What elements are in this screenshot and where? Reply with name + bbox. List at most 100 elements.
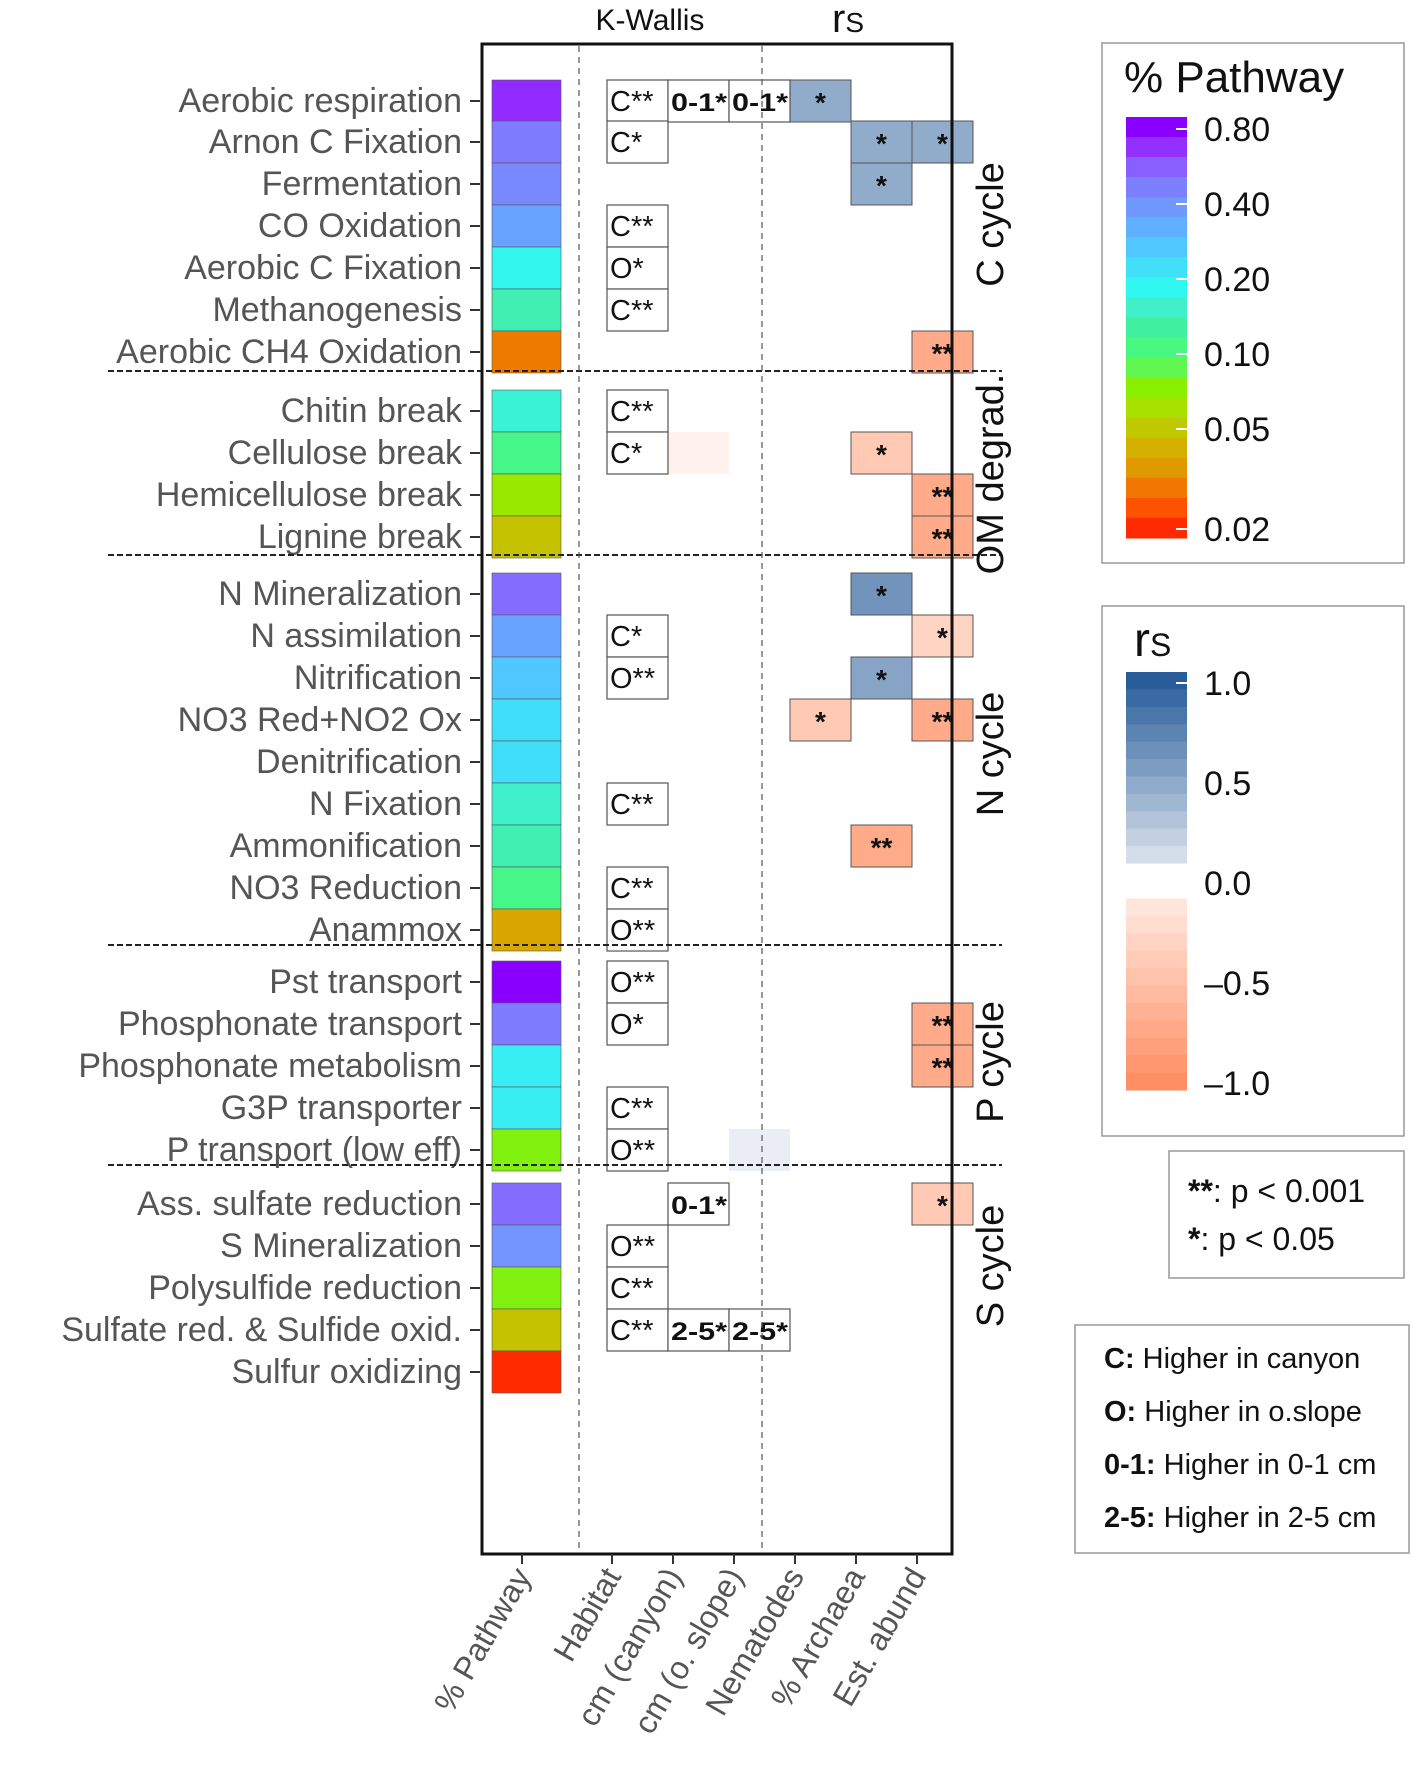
code-entry: 0-1: Higher in 0-1 cm (1104, 1449, 1376, 1481)
group-label: N cycle (970, 692, 1012, 817)
legend-swatch (1126, 950, 1187, 969)
kwallis-label: O** (610, 663, 655, 695)
row-label: Arnon C Fixation (209, 123, 462, 161)
rs-cell (911, 1182, 974, 1226)
rs-cell (911, 1002, 974, 1046)
pathway-cell (491, 1350, 562, 1394)
heatmap-cells: ** ************* *********C** 0-1* 0-1*C*C**… (491, 79, 974, 1394)
code-entry: O: Higher in o.slope (1104, 1396, 1362, 1428)
legend-swatch (1126, 477, 1187, 499)
legend-swatch (1126, 968, 1187, 986)
kwallis-label: 0-1* (671, 89, 727, 117)
rs-header: rS (832, 0, 864, 41)
pathway-cell (491, 1002, 562, 1046)
pathway-cell (491, 1266, 562, 1310)
pathway-cell (491, 740, 562, 784)
row-label: P transport (low eff) (167, 1131, 462, 1169)
row-label: Chitin break (281, 392, 463, 430)
legend-swatch (1126, 277, 1187, 298)
kwallis-label: C** (610, 396, 654, 428)
legend-swatch (1126, 933, 1187, 952)
legend-swatch (1126, 177, 1187, 198)
rs-cell (911, 698, 974, 742)
rs-cell (789, 698, 852, 742)
kwallis-cell (606, 246, 669, 290)
kwallis-cell (606, 120, 669, 164)
kwallis-label: C** (610, 1093, 654, 1125)
rs-cell (850, 824, 913, 868)
group-label: OM degrad. (970, 374, 1012, 575)
group-label: S cycle (970, 1205, 1012, 1327)
legend-tick-label: 0.40 (1204, 186, 1270, 224)
kwallis-cell (728, 1308, 791, 1352)
code-key: C: (1104, 1343, 1135, 1375)
rs-cell (850, 572, 913, 616)
kwallis-label: 2-5* (671, 1318, 727, 1346)
rs-significance: * (876, 128, 887, 159)
legend-swatch (1126, 706, 1187, 725)
legend-swatch (1126, 724, 1187, 743)
pathway-cell (491, 330, 562, 374)
pathway-cell (491, 782, 562, 826)
row-label: Methanogenesis (212, 291, 462, 329)
pathway-cell (491, 79, 562, 123)
pathway-cell (491, 572, 562, 616)
rs-significance: ** (932, 1010, 954, 1041)
legend-tick-label: 0.10 (1204, 336, 1270, 374)
legend-swatch (1126, 846, 1187, 865)
legend-swatch (1126, 881, 1187, 899)
rs-cell (911, 330, 974, 374)
plot-border (480, 42, 954, 1556)
kwallis-cell (606, 431, 669, 475)
significance-text: : p < 0.05 (1200, 1221, 1334, 1257)
legend-swatch (1126, 828, 1187, 847)
row-label: CO Oxidation (258, 207, 462, 245)
legend-swatch (1126, 377, 1187, 399)
kwallis-cell (606, 389, 669, 433)
row-label: N assimilation (250, 617, 462, 655)
rs-cell (911, 1044, 974, 1088)
kwallis-label: O** (610, 1135, 655, 1167)
kwallis-label: 0-1* (671, 1192, 727, 1220)
rs-significance: ** (932, 523, 954, 554)
rs-cell (850, 120, 913, 164)
kwallis-label: 0-1* (732, 89, 788, 117)
legend-tick-label: 0.20 (1204, 261, 1270, 299)
legend-title: rS (1134, 614, 1171, 667)
pathway-cell (491, 866, 562, 910)
legend-title-sub: S (1150, 627, 1171, 663)
pathway-cell (491, 515, 562, 559)
kwallis-header: K-Wallis (596, 4, 705, 37)
kwallis-label: 2-5* (732, 1318, 788, 1346)
kwallis-label: C** (610, 86, 654, 118)
plot-frame (480, 42, 954, 1564)
pathway-cell (491, 614, 562, 658)
legend-swatch (1126, 689, 1187, 708)
kwallis-label: C* (610, 438, 642, 470)
legend-swatch (1126, 811, 1187, 830)
legend-swatch (1126, 437, 1187, 459)
rs-cell (911, 515, 974, 559)
legend-swatch (1126, 793, 1187, 812)
kwallis-label: C* (610, 127, 642, 159)
legend-swatch (1126, 517, 1187, 539)
kwallis-cell (606, 204, 669, 248)
pathway-cell (491, 1182, 562, 1226)
legend-tick-label: 0.5 (1204, 765, 1251, 803)
legend-swatch (1126, 197, 1187, 218)
row-label: Cellulose break (228, 434, 463, 472)
legend-tick-label: 0.02 (1204, 511, 1270, 549)
legend-tick-label: 0.0 (1204, 865, 1251, 903)
significance-legend: **: p < 0.001 *: p < 0.05 (1168, 1150, 1405, 1279)
legend-tick-label: –1.0 (1204, 1065, 1270, 1103)
significance-symbol: ** (1188, 1173, 1213, 1209)
code-entry: C: Higher in canyon (1104, 1343, 1360, 1375)
rs-cell (911, 614, 974, 658)
kwallis-label: C* (610, 621, 642, 653)
kwallis-label: C** (610, 789, 654, 821)
rs-significance: ** (932, 481, 954, 512)
legend-swatch (1126, 117, 1187, 138)
row-label: Phosphonate metabolism (78, 1047, 462, 1085)
legend-swatch (1126, 337, 1187, 359)
